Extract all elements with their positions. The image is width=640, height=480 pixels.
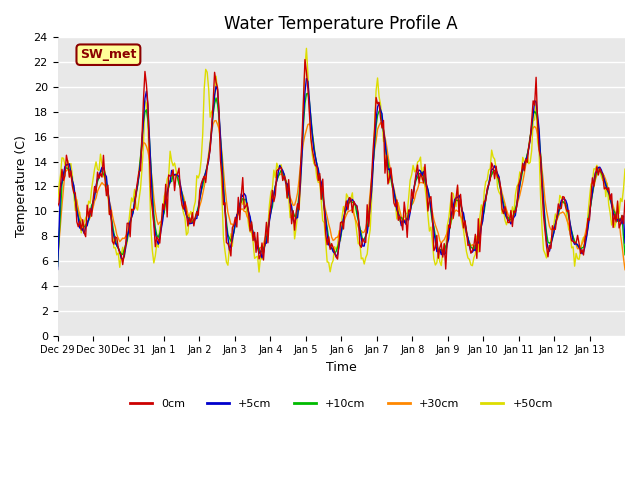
Title: Water Temperature Profile A: Water Temperature Profile A	[225, 15, 458, 33]
Text: SW_met: SW_met	[80, 48, 136, 61]
X-axis label: Time: Time	[326, 361, 356, 374]
Y-axis label: Temperature (C): Temperature (C)	[15, 135, 28, 238]
Legend: 0cm, +5cm, +10cm, +30cm, +50cm: 0cm, +5cm, +10cm, +30cm, +50cm	[125, 395, 557, 414]
